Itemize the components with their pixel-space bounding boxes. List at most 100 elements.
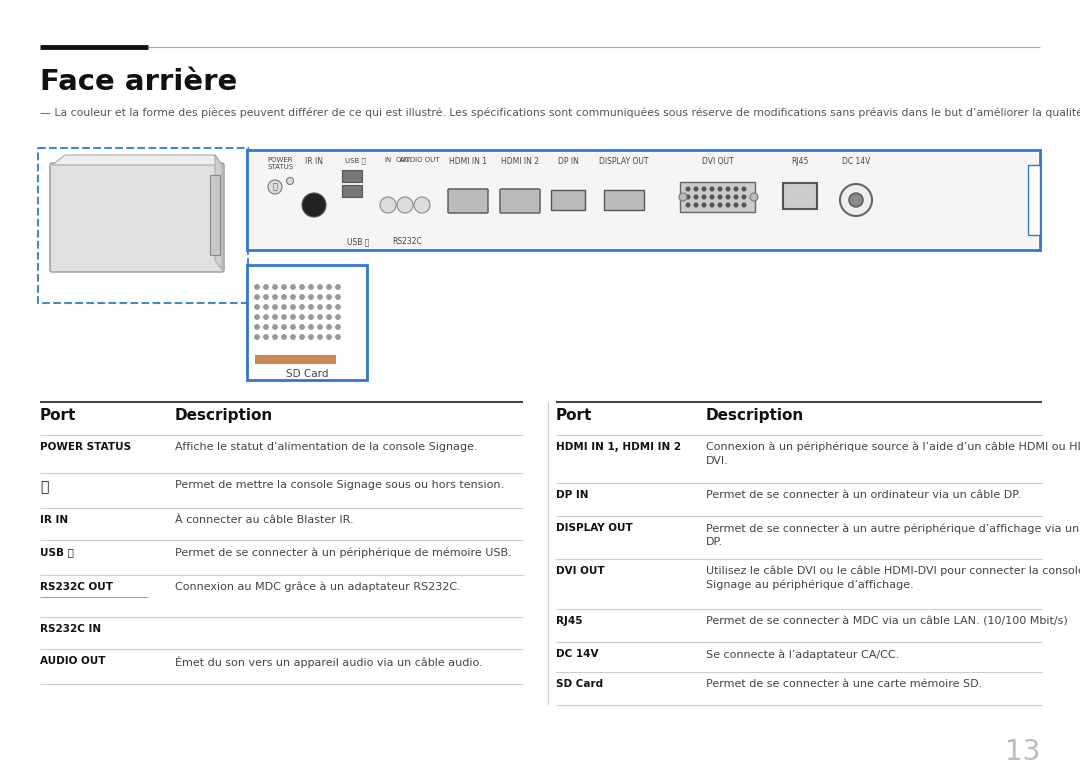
Circle shape [255, 315, 259, 319]
Text: RJ45: RJ45 [556, 616, 582, 626]
FancyBboxPatch shape [38, 148, 248, 303]
Circle shape [318, 315, 322, 319]
Circle shape [309, 295, 313, 299]
Text: Signage au périphérique d’affichage.: Signage au périphérique d’affichage. [706, 580, 914, 591]
Circle shape [309, 325, 313, 329]
Text: POWER: POWER [267, 157, 293, 163]
Circle shape [309, 335, 313, 340]
Circle shape [282, 315, 286, 319]
Circle shape [282, 285, 286, 289]
Circle shape [336, 295, 340, 299]
Circle shape [327, 315, 332, 319]
Text: DP IN: DP IN [557, 157, 579, 166]
Text: POWER STATUS: POWER STATUS [40, 442, 131, 452]
Circle shape [300, 325, 305, 329]
Circle shape [318, 335, 322, 340]
Circle shape [309, 304, 313, 309]
FancyBboxPatch shape [448, 189, 488, 213]
Text: RS232C OUT: RS232C OUT [40, 582, 113, 592]
Circle shape [318, 295, 322, 299]
Polygon shape [52, 155, 222, 165]
Circle shape [718, 195, 721, 199]
FancyBboxPatch shape [247, 265, 367, 380]
Circle shape [264, 295, 268, 299]
Circle shape [327, 295, 332, 299]
Text: Description: Description [706, 408, 805, 423]
Circle shape [255, 295, 259, 299]
Circle shape [273, 295, 278, 299]
FancyBboxPatch shape [249, 152, 1038, 248]
Circle shape [264, 315, 268, 319]
Text: — La couleur et la forme des pièces peuvent différer de ce qui est illustré. Les: — La couleur et la forme des pièces peuv… [40, 108, 1080, 118]
Circle shape [300, 335, 305, 340]
Circle shape [318, 304, 322, 309]
Text: RS232C IN: RS232C IN [40, 624, 102, 634]
Text: Port: Port [556, 408, 592, 423]
Text: DC 14V: DC 14V [841, 157, 870, 166]
Circle shape [291, 295, 295, 299]
Circle shape [255, 285, 259, 289]
Polygon shape [215, 155, 222, 270]
Circle shape [318, 325, 322, 329]
Text: USB ⮌: USB ⮌ [40, 547, 73, 557]
Circle shape [726, 195, 730, 199]
Text: Permet de se connecter à une carte mémoire SD.: Permet de se connecter à une carte mémoi… [706, 679, 982, 689]
Circle shape [286, 178, 294, 185]
Text: RS232C: RS232C [392, 237, 422, 246]
Text: SD Card: SD Card [286, 369, 328, 379]
Circle shape [694, 187, 698, 191]
Circle shape [282, 335, 286, 340]
FancyBboxPatch shape [247, 150, 1040, 250]
Circle shape [686, 203, 690, 207]
Text: USB ⮌: USB ⮌ [347, 237, 369, 246]
Text: IN: IN [384, 157, 392, 163]
Text: ⏻: ⏻ [272, 182, 278, 192]
Circle shape [718, 203, 721, 207]
Circle shape [840, 184, 872, 216]
Text: Émet du son vers un appareil audio via un câble audio.: Émet du son vers un appareil audio via u… [175, 656, 483, 668]
Circle shape [273, 285, 278, 289]
Circle shape [726, 187, 730, 191]
Text: AUDIO OUT: AUDIO OUT [401, 157, 440, 163]
Text: USB ⮌: USB ⮌ [345, 157, 366, 163]
Text: À connecter au câble Blaster IR.: À connecter au câble Blaster IR. [175, 515, 353, 525]
Text: Permet de mettre la console Signage sous ou hors tension.: Permet de mettre la console Signage sous… [175, 480, 504, 490]
Circle shape [686, 195, 690, 199]
FancyBboxPatch shape [342, 170, 362, 182]
Text: DVI OUT: DVI OUT [702, 157, 733, 166]
Text: HDMI IN 2: HDMI IN 2 [501, 157, 539, 166]
Circle shape [273, 335, 278, 340]
Circle shape [336, 315, 340, 319]
Circle shape [711, 187, 714, 191]
FancyBboxPatch shape [210, 175, 220, 255]
Circle shape [273, 325, 278, 329]
Circle shape [380, 197, 396, 213]
Circle shape [742, 187, 746, 191]
Circle shape [327, 285, 332, 289]
Text: IR IN: IR IN [40, 515, 68, 525]
Text: Se connecte à l’adaptateur CA/CC.: Se connecte à l’adaptateur CA/CC. [706, 649, 900, 659]
Circle shape [750, 193, 758, 201]
FancyBboxPatch shape [1028, 165, 1040, 235]
Circle shape [302, 193, 326, 217]
Circle shape [694, 203, 698, 207]
Circle shape [318, 285, 322, 289]
FancyBboxPatch shape [500, 189, 540, 213]
Circle shape [291, 285, 295, 289]
Text: DC 14V: DC 14V [556, 649, 598, 659]
FancyBboxPatch shape [50, 163, 224, 272]
FancyBboxPatch shape [342, 185, 362, 197]
Circle shape [282, 295, 286, 299]
Circle shape [300, 295, 305, 299]
Text: HDMI IN 1, HDMI IN 2: HDMI IN 1, HDMI IN 2 [556, 442, 681, 452]
Text: Utilisez le câble DVI ou le câble HDMI-DVI pour connecter la console: Utilisez le câble DVI ou le câble HDMI-D… [706, 566, 1080, 577]
Circle shape [679, 193, 687, 201]
Circle shape [742, 203, 746, 207]
Text: ⏻: ⏻ [40, 480, 49, 494]
Circle shape [734, 187, 738, 191]
Circle shape [264, 304, 268, 309]
Circle shape [397, 197, 413, 213]
Circle shape [300, 315, 305, 319]
Circle shape [309, 285, 313, 289]
Text: RJ45: RJ45 [792, 157, 809, 166]
